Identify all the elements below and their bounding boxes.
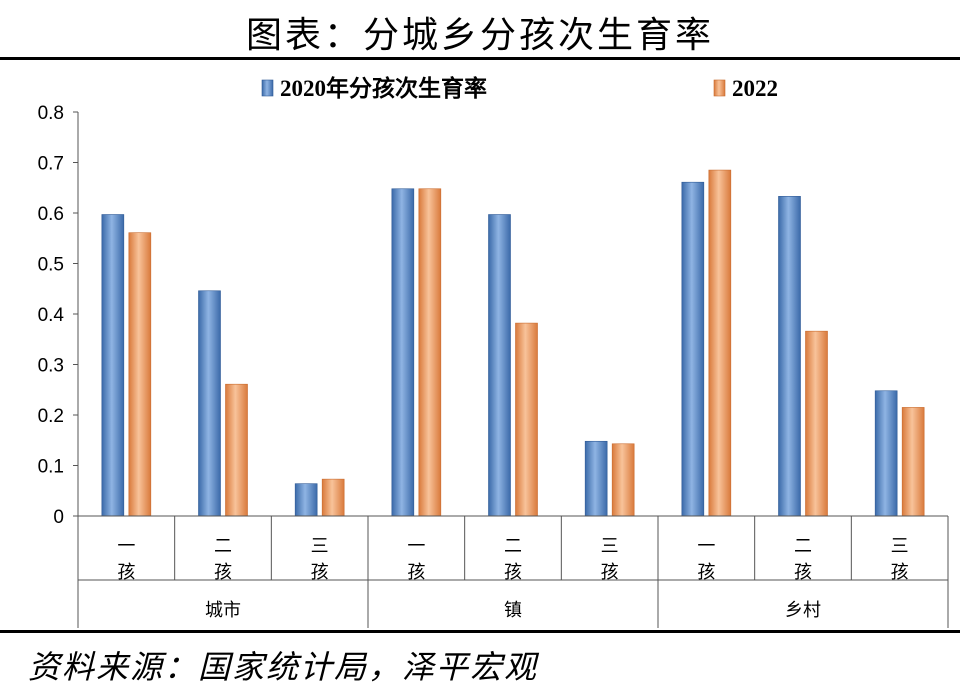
x-category-label: 三孩 <box>891 536 909 583</box>
page-title: 图表：分城乡分孩次生育率 <box>245 15 714 56</box>
y-tick-label: 0.6 <box>38 204 64 225</box>
bar-s2-c6 <box>611 443 635 517</box>
bar-s1-c7 <box>681 181 705 517</box>
legend-label-1: 2020年分孩次生育率 <box>280 75 487 101</box>
bar-s2-c9 <box>901 407 925 517</box>
bar-s1-c1 <box>101 214 125 517</box>
bar-s2-c1 <box>128 232 152 517</box>
y-tick-label: 0 <box>53 507 64 528</box>
x-category-label: 一孩 <box>117 536 135 583</box>
bars <box>101 169 925 517</box>
bar-s1-c8 <box>778 196 801 517</box>
bar-s1-c6 <box>584 440 608 517</box>
y-tick-label: 0.1 <box>38 457 64 478</box>
bar-s2-c5 <box>515 322 538 517</box>
y-tick-label: 0.5 <box>38 255 64 276</box>
x-group-label: 乡村 <box>785 600 821 621</box>
x-category-label: 一孩 <box>407 536 425 583</box>
x-category-label: 二孩 <box>794 536 812 583</box>
y-tick-label: 0.2 <box>38 406 64 427</box>
bar-s1-c9 <box>874 390 898 517</box>
legend: 2020年分孩次生育率 2022 <box>261 75 778 101</box>
legend-swatch-1 <box>261 79 274 97</box>
bar-s2-c2 <box>225 383 248 517</box>
x-category-label: 一孩 <box>697 536 715 583</box>
bar-s2-c7 <box>708 169 732 517</box>
x-group-label: 镇 <box>504 600 522 621</box>
y-tick-label: 0.3 <box>38 356 64 377</box>
bar-s2-c3 <box>321 478 345 517</box>
x-category-label: 三孩 <box>601 536 619 583</box>
bar-s1-c4 <box>391 188 415 517</box>
bar-s1-c2 <box>198 290 221 517</box>
bar-s2-c4 <box>418 188 442 517</box>
x-group-label: 城市 <box>205 600 241 621</box>
x-category-label: 三孩 <box>311 536 329 583</box>
y-tick-label: 0.8 <box>38 103 64 124</box>
legend-label-2: 2022 <box>732 76 778 101</box>
bar-s2-c8 <box>805 330 828 517</box>
y-tick-label: 0.4 <box>38 305 65 326</box>
top-rule <box>0 57 960 60</box>
bar-s1-c5 <box>488 214 511 517</box>
y-tick-label: 0.7 <box>38 154 64 175</box>
y-axis: 0 0.1 0.2 0.3 0.4 0.5 0.6 0.7 0.8 <box>38 103 79 528</box>
bar-chart: 2020年分孩次生育率 2022 0 0.1 0.2 0.3 0.4 0.5 0.6 0.7 0.… <box>38 75 949 628</box>
bar-s1-c3 <box>294 483 318 517</box>
x-category-label: 二孩 <box>504 536 522 583</box>
bottom-rule <box>0 630 960 633</box>
source-note: 资料来源：国家统计局，泽平宏观 <box>28 648 539 686</box>
legend-swatch-2 <box>713 79 726 97</box>
x-category-label: 二孩 <box>214 536 232 583</box>
